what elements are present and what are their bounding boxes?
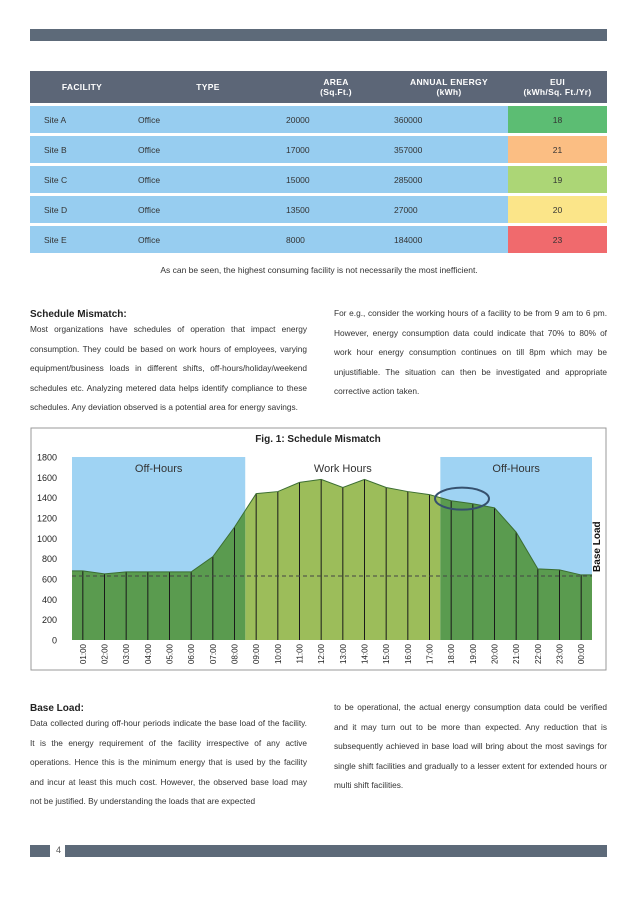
- x-tick-label: 00:00: [577, 643, 586, 664]
- chart-title: Fig. 1: Schedule Mismatch: [255, 434, 381, 445]
- table-row: Site C Office 15000 285000 19: [30, 166, 607, 193]
- type-cell: Office: [134, 166, 282, 193]
- x-tick-label: 21:00: [512, 643, 521, 664]
- x-tick-label: 15:00: [382, 643, 391, 664]
- header-facility: FACILITY: [30, 71, 134, 103]
- region-label: Off-Hours: [135, 463, 183, 475]
- y-tick-label: 600: [42, 575, 57, 585]
- x-tick-label: 14:00: [361, 643, 370, 664]
- x-tick-label: 08:00: [231, 643, 240, 664]
- eui-cell: 19: [508, 166, 607, 193]
- energy-cell: 357000: [390, 136, 508, 163]
- energy-cell: 360000: [390, 106, 508, 133]
- x-tick-label: 17:00: [426, 643, 435, 664]
- header-eui: EUI (kWh/Sq. Ft./Yr): [508, 71, 607, 103]
- footer-box: [30, 845, 50, 857]
- energy-cell: 285000: [390, 166, 508, 193]
- y-tick-label: 1600: [37, 473, 57, 483]
- x-tick-label: 11:00: [296, 643, 305, 663]
- type-cell: Office: [134, 136, 282, 163]
- y-tick-label: 0: [52, 636, 57, 646]
- area-cell: 20000: [282, 106, 390, 133]
- facility-cell: Site E: [30, 226, 134, 253]
- header-area: AREA (Sq.Ft.): [282, 71, 390, 103]
- base-load-right-text: to be operational, the actual energy con…: [334, 702, 607, 790]
- y-tick-label: 1400: [37, 493, 57, 503]
- facility-cell: Site A: [30, 106, 134, 133]
- area-cell: 8000: [282, 226, 390, 253]
- x-tick-label: 16:00: [404, 643, 413, 664]
- schedule-title: Schedule Mismatch:: [30, 309, 127, 320]
- x-tick-label: 07:00: [209, 643, 218, 664]
- table-row: Site B Office 17000 357000 21: [30, 136, 607, 163]
- data-line: [72, 478, 592, 576]
- header-type: TYPE: [134, 71, 282, 103]
- x-tick-label: 01:00: [79, 643, 88, 664]
- x-tick-label: 22:00: [534, 643, 543, 664]
- schedule-chart: Fig. 1: Schedule Mismatch Base Load Off-Ho…: [30, 427, 607, 671]
- footer-bar: [65, 845, 607, 857]
- base-load-title: Base Load:: [30, 703, 84, 714]
- x-tick-label: 02:00: [101, 643, 110, 664]
- x-tick-label: 05:00: [166, 643, 175, 664]
- table-header-row: FACILITY TYPE AREA (Sq.Ft.) ANNUAL ENERGY…: [30, 71, 607, 103]
- eui-cell: 20: [508, 196, 607, 223]
- energy-cell: 27000: [390, 196, 508, 223]
- type-cell: Office: [134, 196, 282, 223]
- schedule-right-text: For e.g., consider the working hours of …: [334, 308, 607, 396]
- header-energy: ANNUAL ENERGY (kWh): [390, 71, 508, 103]
- x-tick-label: 04:00: [144, 643, 153, 664]
- region-area: [72, 510, 246, 640]
- facility-cell: Site B: [30, 136, 134, 163]
- x-tick-label: 12:00: [317, 643, 326, 664]
- type-cell: Office: [134, 226, 282, 253]
- table-row: Site E Office 8000 184000 23: [30, 226, 607, 253]
- eui-cell: 21: [508, 136, 607, 163]
- table-row: Site D Office 13500 27000 20: [30, 196, 607, 223]
- y-tick-label: 200: [42, 615, 57, 625]
- highlight-ellipse: [434, 486, 490, 511]
- chart-svg: Fig. 1: Schedule Mismatch Base Load Off-Ho…: [30, 427, 607, 671]
- chart-frame: [30, 427, 607, 671]
- y-tick-label: 400: [42, 595, 57, 605]
- y-tick-label: 1000: [37, 534, 57, 544]
- x-tick-label: 18:00: [447, 643, 456, 664]
- page-number: 4: [56, 845, 62, 855]
- header-bar: [30, 29, 607, 41]
- x-tick-label: 06:00: [187, 643, 196, 664]
- x-tick-label: 09:00: [252, 643, 261, 664]
- facility-table: FACILITY TYPE AREA (Sq.Ft.) ANNUAL ENERGY…: [30, 68, 607, 256]
- type-cell: Office: [134, 106, 282, 133]
- eui-cell: 18: [508, 106, 607, 133]
- y-tick-label: 800: [42, 554, 57, 564]
- area-cell: 17000: [282, 136, 390, 163]
- area-cell: 13500: [282, 196, 390, 223]
- x-tick-label: 13:00: [339, 643, 348, 664]
- base-load-left-text: Data collected during off-hour periods i…: [30, 718, 307, 806]
- table-caption: As can be seen, the highest consuming fa…: [160, 265, 478, 275]
- table-row: Site A Office 20000 360000 18: [30, 106, 607, 133]
- y-tick-label: 1200: [37, 514, 57, 524]
- area-cell: 15000: [282, 166, 390, 193]
- y-tick-label: 1800: [37, 453, 57, 463]
- region-label: Off-Hours: [492, 463, 540, 475]
- energy-cell: 184000: [390, 226, 508, 253]
- x-tick-label: 23:00: [556, 643, 565, 664]
- region-label: Work Hours: [314, 463, 372, 475]
- facility-cell: Site D: [30, 196, 134, 223]
- base-load-label: Base Load: [592, 521, 603, 572]
- x-tick-label: 10:00: [274, 643, 283, 664]
- schedule-left-text: Most organizations have schedules of ope…: [30, 324, 307, 412]
- eui-cell: 23: [508, 226, 607, 253]
- x-tick-label: 20:00: [491, 643, 500, 664]
- x-tick-label: 03:00: [122, 643, 131, 664]
- facility-cell: Site C: [30, 166, 134, 193]
- x-tick-label: 19:00: [469, 643, 478, 664]
